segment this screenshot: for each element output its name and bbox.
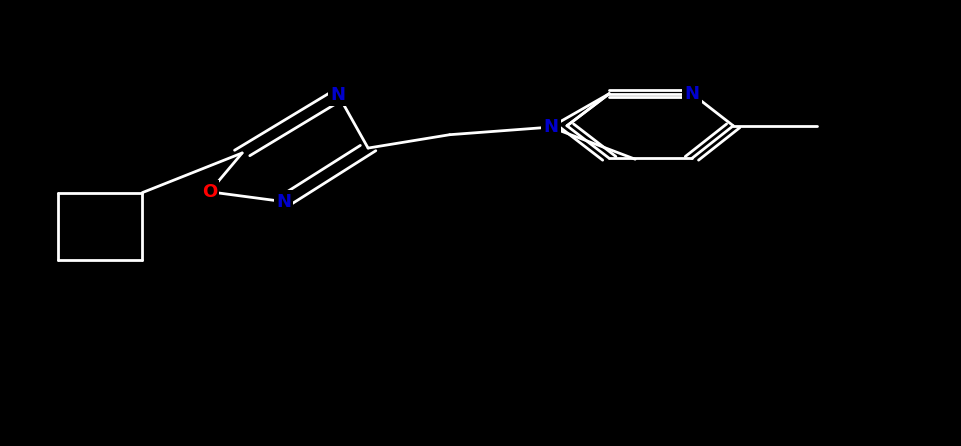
Text: N: N xyxy=(684,85,700,103)
Text: N: N xyxy=(331,86,346,104)
Text: O: O xyxy=(202,183,217,201)
Text: N: N xyxy=(276,193,291,211)
Text: N: N xyxy=(543,118,558,136)
